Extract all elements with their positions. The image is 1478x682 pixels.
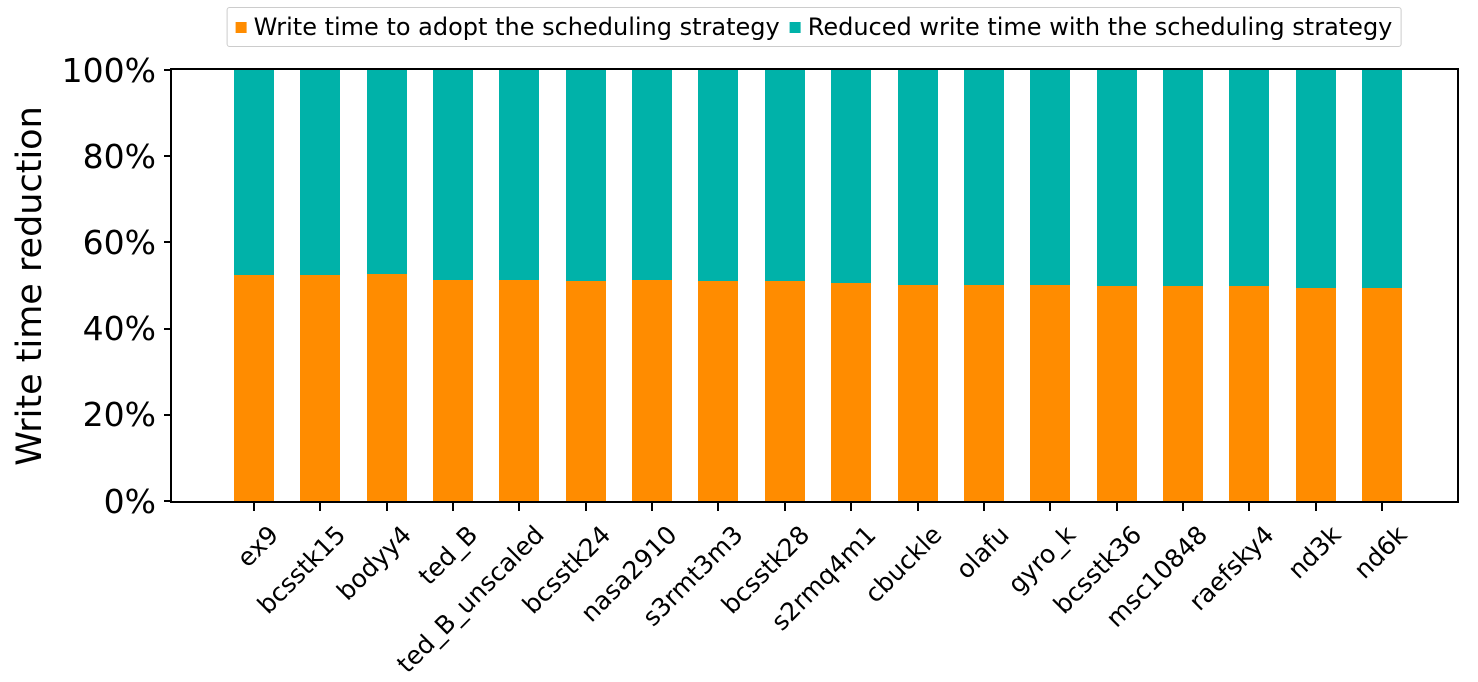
bar-bodyy4-reduced-segment — [366, 70, 407, 275]
bar-nd6k-reduced-segment — [1361, 70, 1402, 289]
bar-raefsky4-adopt-segment — [1229, 285, 1270, 501]
bar-msc10848-reduced-segment — [1162, 70, 1203, 286]
bar-gyro_k-reduced-segment — [1030, 70, 1071, 286]
bar-bcsstk36-reduced-segment — [1096, 70, 1137, 286]
legend-swatch-adopt — [235, 21, 247, 33]
bar-ted_B_unscaled-adopt-segment — [499, 279, 540, 501]
legend-item-adopt: Write time to adopt the scheduling strat… — [235, 12, 780, 42]
x-tick-mark — [783, 503, 786, 511]
bar-s3rmt3m3-reduced-segment — [698, 70, 739, 282]
x-tick-mark — [651, 503, 654, 511]
bar-bcsstk15-reduced-segment — [300, 70, 341, 275]
bar-bcsstk24-adopt-segment — [565, 281, 606, 501]
bar-ted_B-adopt-segment — [433, 279, 474, 501]
bar-ted_B-reduced-segment — [433, 70, 474, 280]
x-tick-mark — [518, 503, 521, 511]
bar-ex9-adopt-segment — [234, 274, 274, 501]
legend-label: Write time to adopt the scheduling strat… — [253, 13, 780, 41]
bar-cbuckle-adopt-segment — [897, 285, 938, 501]
x-tick-mark — [452, 503, 455, 511]
y-tick-label: 40% — [82, 309, 156, 349]
bar-msc10848-adopt-segment — [1162, 285, 1203, 501]
x-tick-label: nd3k — [1281, 520, 1347, 585]
bar-nd3k-adopt-segment — [1295, 288, 1336, 501]
x-tick-mark — [1181, 503, 1184, 511]
bar-gyro_k-adopt-segment — [1030, 285, 1071, 501]
bar-ted_B_unscaled-reduced-segment — [499, 70, 540, 280]
y-tick-label: 60% — [82, 222, 156, 262]
y-tick-mark — [164, 327, 172, 330]
bar-bcsstk28-adopt-segment — [764, 281, 805, 501]
x-tick-mark — [982, 503, 985, 511]
y-tick-mark — [164, 500, 172, 502]
bar-bcsstk15-adopt-segment — [300, 274, 341, 501]
bar-bcsstk24-reduced-segment — [565, 70, 606, 282]
bar-nasa2910-reduced-segment — [632, 70, 673, 281]
bar-s2rmq4m1-reduced-segment — [831, 70, 872, 283]
bar-s2rmq4m1-adopt-segment — [831, 282, 872, 501]
bar-bodyy4-adopt-segment — [366, 274, 407, 501]
x-tick-mark — [1049, 503, 1052, 511]
legend-swatch-reduced — [789, 21, 801, 33]
x-tick-mark — [584, 503, 587, 511]
bar-olafu-adopt-segment — [963, 285, 1004, 501]
y-tick-mark — [164, 69, 172, 71]
bar-bcsstk28-reduced-segment — [764, 70, 805, 282]
x-tick-mark — [253, 503, 255, 511]
y-tick-label: 0% — [103, 481, 156, 521]
y-tick-label: 80% — [82, 136, 156, 176]
x-tick-mark — [1380, 503, 1383, 511]
bar-ex9-reduced-segment — [234, 70, 274, 275]
bar-nasa2910-adopt-segment — [632, 280, 673, 501]
legend-item-reduced: Reduced write time with the scheduling s… — [789, 12, 1393, 42]
y-tick-mark — [164, 413, 172, 416]
x-tick-mark — [717, 503, 720, 511]
bar-bcsstk36-adopt-segment — [1096, 285, 1137, 501]
bar-nd3k-reduced-segment — [1295, 70, 1336, 289]
y-tick-mark — [164, 155, 172, 158]
y-tick-label: 100% — [61, 50, 156, 90]
bar-raefsky4-reduced-segment — [1229, 70, 1270, 286]
y-axis-label-wrap: Write time reduction — [0, 70, 60, 501]
x-tick-mark — [1314, 503, 1317, 511]
y-tick-mark — [164, 241, 172, 244]
bar-cbuckle-reduced-segment — [897, 70, 938, 286]
x-tick-label: ex9 — [231, 520, 285, 573]
x-tick-mark — [850, 503, 853, 511]
x-tick-mark — [385, 503, 388, 511]
y-tick-label: 20% — [82, 395, 156, 435]
legend: Write time to adopt the scheduling strat… — [226, 7, 1402, 47]
bar-s3rmt3m3-adopt-segment — [698, 281, 739, 501]
bar-olafu-reduced-segment — [963, 70, 1004, 286]
x-tick-mark — [319, 503, 322, 511]
x-tick-mark — [916, 503, 919, 511]
x-tick-mark — [1115, 503, 1118, 511]
legend-label: Reduced write time with the scheduling s… — [807, 13, 1393, 41]
x-tick-mark — [1248, 503, 1251, 511]
bar-nd6k-adopt-segment — [1361, 288, 1402, 501]
x-tick-label: nd6k — [1348, 520, 1413, 585]
